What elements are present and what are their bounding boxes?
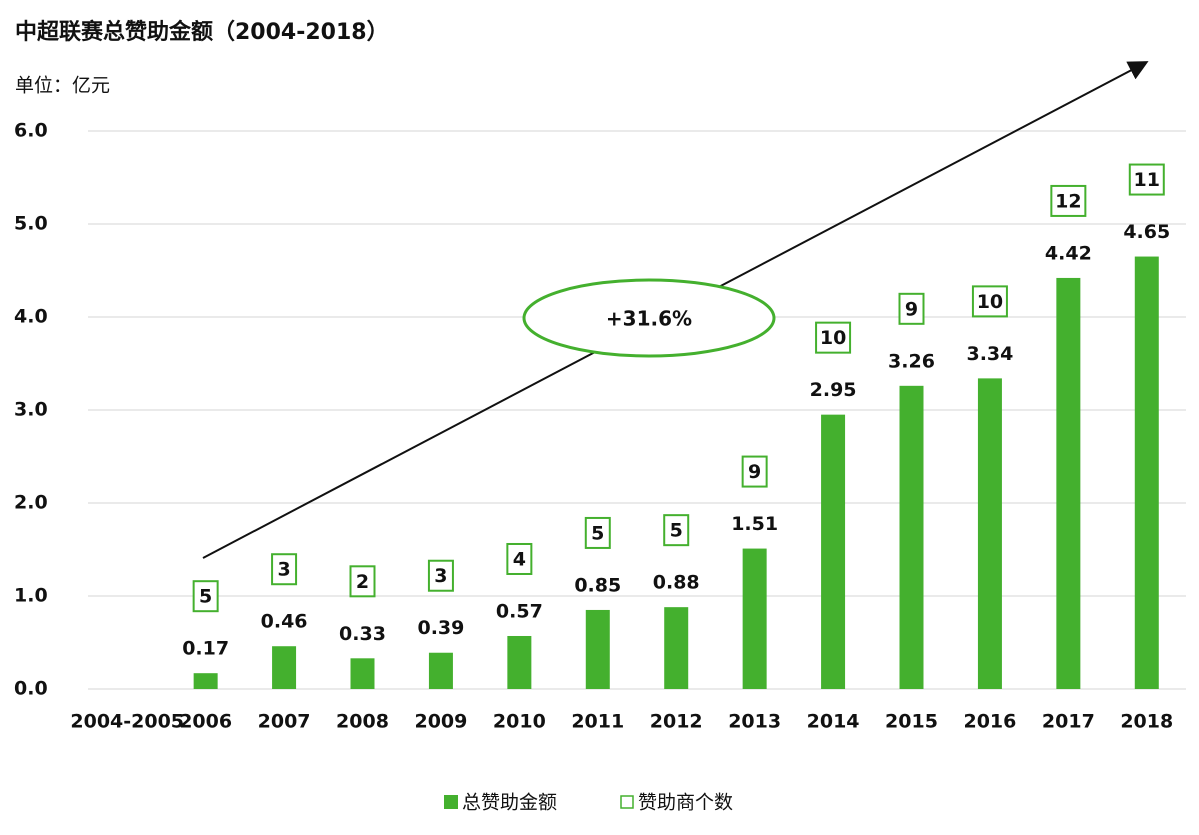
count-box <box>427 559 454 592</box>
count-box <box>971 285 1008 318</box>
count-label: 2 <box>356 571 369 593</box>
bar <box>507 635 532 689</box>
y-tick-label: 1.0 <box>14 585 48 607</box>
y-tick-label: 6.0 <box>14 120 48 142</box>
x-tick-label: 2014 <box>807 711 860 733</box>
legend-label: 总赞助金额 <box>462 792 557 814</box>
annotation: +31.6% <box>606 307 692 331</box>
data-label: 4.65 <box>1123 221 1170 243</box>
bar <box>977 378 1002 689</box>
x-tick-label: 2015 <box>885 711 938 733</box>
grid <box>88 130 1186 690</box>
legend-label: 赞助商个数 <box>638 792 733 814</box>
count-box <box>663 514 690 547</box>
y-tick-label: 2.0 <box>14 492 48 514</box>
x-tick-label: 2018 <box>1120 711 1173 733</box>
count-box <box>741 455 768 488</box>
count-label: 5 <box>670 520 683 542</box>
count-box <box>898 292 925 325</box>
data-label: 0.39 <box>417 617 464 639</box>
data-label: 0.33 <box>339 623 386 645</box>
annotation-ellipse <box>522 278 776 358</box>
legend-swatch <box>444 795 458 809</box>
count-box <box>349 565 376 598</box>
count-label: 3 <box>434 565 447 587</box>
count-label: 9 <box>905 298 918 320</box>
x-tick-label: 2009 <box>414 711 467 733</box>
chart-subtitle: 单位：亿元 <box>15 75 110 97</box>
count-label: 11 <box>1134 169 1160 191</box>
x-tick-label: 2004-2005 <box>70 711 184 733</box>
count-label: 3 <box>277 559 290 581</box>
x-tick-label: 2017 <box>1042 711 1095 733</box>
chart-title: 中超联赛总赞助金额（2004-2018） <box>15 19 389 45</box>
count-label: 10 <box>977 291 1003 313</box>
x-tick-label: 2007 <box>258 711 311 733</box>
bar <box>742 548 767 689</box>
count-box <box>271 553 298 586</box>
data-label: 3.34 <box>966 343 1013 365</box>
bar <box>1134 256 1159 689</box>
bar <box>272 646 297 689</box>
data-label: 2.95 <box>810 379 857 401</box>
x-tick-label: 2013 <box>728 711 781 733</box>
x-tick-label: 2010 <box>493 711 546 733</box>
count-label: 4 <box>513 548 526 570</box>
count-label: 9 <box>748 461 761 483</box>
count-box <box>1050 184 1087 217</box>
count-box <box>506 542 533 575</box>
bar <box>350 658 375 689</box>
data-label: 0.57 <box>496 600 543 622</box>
bar <box>428 652 453 689</box>
count-box <box>192 580 219 613</box>
x-tick-label: 2011 <box>571 711 624 733</box>
legend-swatch <box>620 795 634 809</box>
bar <box>585 609 610 689</box>
data-label: 0.85 <box>574 574 621 596</box>
data-label: 0.46 <box>261 611 308 633</box>
bar <box>664 607 689 689</box>
x-tick-label: 2006 <box>179 711 232 733</box>
bar <box>821 414 846 689</box>
x-tick-label: 2016 <box>963 711 1016 733</box>
bar <box>899 385 924 689</box>
x-tick-label: 2008 <box>336 711 389 733</box>
y-tick-label: 3.0 <box>14 399 48 421</box>
count-label: 5 <box>591 522 604 544</box>
data-label: 1.51 <box>731 513 778 535</box>
data-label: 0.17 <box>182 638 229 660</box>
count-box <box>584 516 611 549</box>
count-box <box>1128 163 1165 196</box>
count-box <box>815 321 852 354</box>
count-label: 12 <box>1055 190 1081 212</box>
data-label: 3.26 <box>888 350 935 372</box>
x-tick-label: 2012 <box>650 711 703 733</box>
bar <box>1056 277 1081 689</box>
y-tick-label: 0.0 <box>14 678 48 700</box>
y-tick-label: 4.0 <box>14 306 48 328</box>
count-label: 5 <box>199 586 212 608</box>
y-tick-label: 5.0 <box>14 213 48 235</box>
data-label: 0.88 <box>653 572 700 594</box>
count-label: 10 <box>820 327 846 349</box>
data-label: 4.42 <box>1045 242 1092 264</box>
bar <box>193 673 218 689</box>
